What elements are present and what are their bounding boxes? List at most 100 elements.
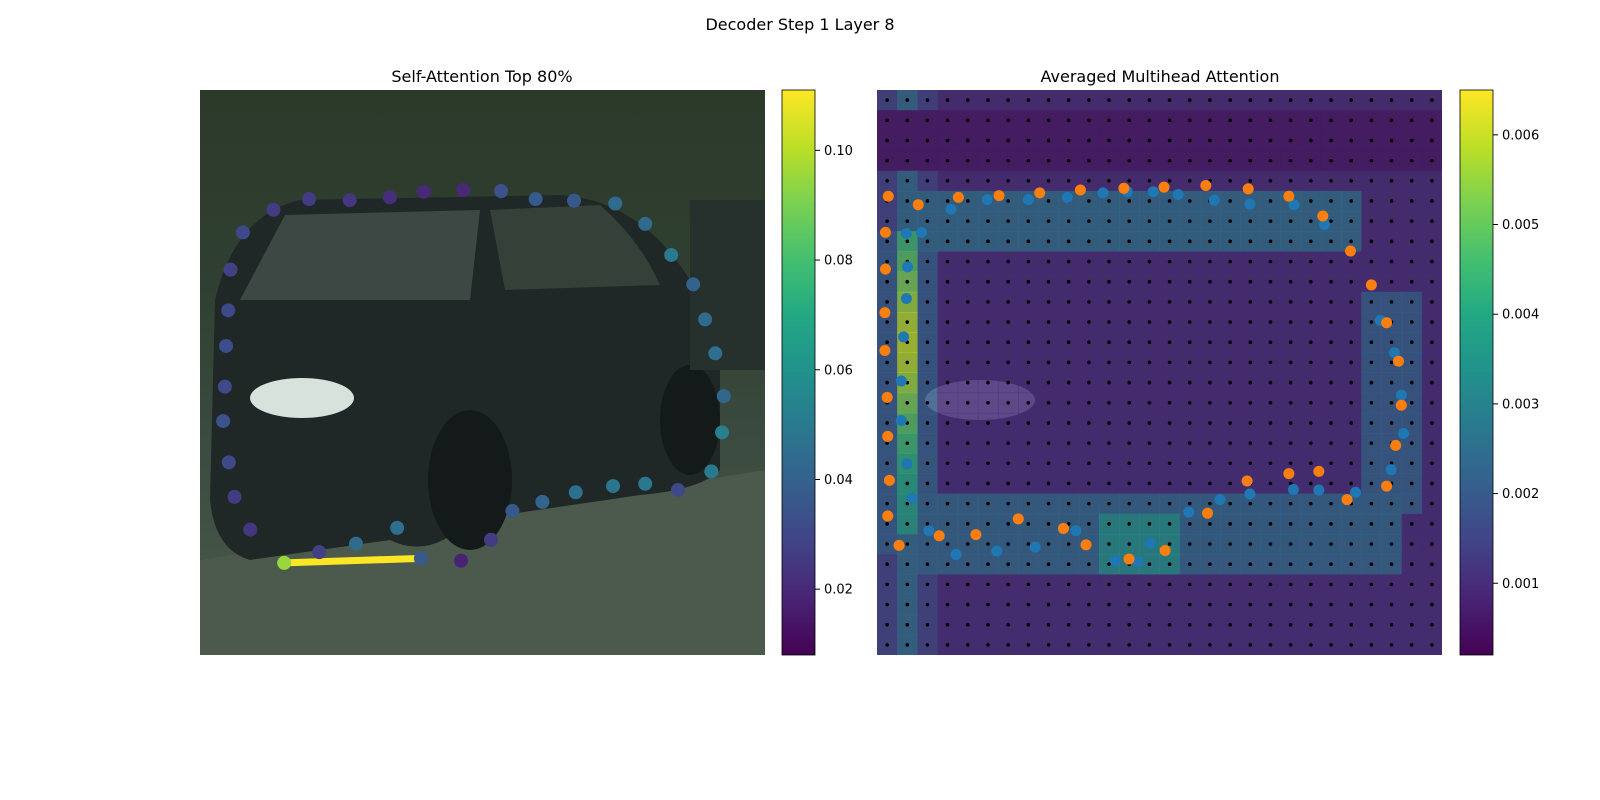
- grid-dot: [966, 179, 970, 183]
- grid-dot: [1349, 259, 1353, 264]
- grid-dot: [1066, 461, 1071, 466]
- grid-dot: [905, 279, 910, 284]
- grid-dot: [945, 98, 950, 102]
- grid-dot: [1208, 380, 1212, 385]
- grid-dot: [1329, 602, 1333, 607]
- sample-point-blue: [1172, 189, 1184, 201]
- grid-dot: [1248, 300, 1253, 304]
- grid-dot: [1430, 400, 1434, 405]
- sample-point-blue: [902, 261, 914, 273]
- grid-dot: [945, 138, 950, 143]
- grid-dot: [1228, 179, 1232, 183]
- grid-dot: [1187, 542, 1192, 546]
- sample-point-orange: [1344, 245, 1356, 257]
- grid-dot: [905, 360, 910, 365]
- grid-dot: [1208, 602, 1212, 607]
- grid-dot: [1066, 562, 1071, 566]
- grid-dot: [1107, 602, 1111, 607]
- colorbar2: [1459, 89, 1494, 656]
- grid-dot: [1066, 138, 1071, 143]
- grid-dot: [1409, 481, 1414, 486]
- grid-dot: [1389, 118, 1394, 123]
- grid-dot: [1107, 481, 1111, 486]
- grid-dot: [1127, 602, 1132, 607]
- grid-dot: [1268, 481, 1273, 486]
- grid-dot: [1026, 481, 1031, 486]
- grid-dot: [1066, 118, 1071, 123]
- grid-dot: [1268, 380, 1273, 385]
- grid-dot: [945, 461, 950, 466]
- sample-point-orange: [1381, 480, 1393, 492]
- grid-dot: [1349, 481, 1353, 486]
- grid-dot: [1409, 643, 1414, 647]
- grid-dot: [1046, 158, 1051, 163]
- grid-dot: [885, 380, 889, 385]
- sample-point-orange: [879, 307, 891, 319]
- sample-point-blue: [1214, 494, 1226, 506]
- grid-dot: [1208, 138, 1212, 143]
- grid-dot: [1066, 602, 1071, 607]
- grid-dot: [1288, 380, 1293, 385]
- grid-dot: [1248, 622, 1253, 627]
- grid-dot: [1167, 158, 1172, 163]
- grid-dot: [1006, 279, 1010, 284]
- grid-dot: [966, 360, 970, 365]
- vertex-point: [483, 532, 498, 547]
- sample-point-orange: [1365, 279, 1377, 291]
- grid-dot: [925, 219, 930, 223]
- sample-point-blue: [1287, 483, 1299, 495]
- vertex-point: [221, 303, 236, 318]
- panel2-plot-area: [877, 90, 1442, 655]
- grid-dot: [1187, 602, 1192, 607]
- grid-dot: [986, 98, 990, 102]
- grid-dot: [1268, 562, 1273, 566]
- grid-dot: [1167, 98, 1172, 102]
- grid-dot: [1329, 320, 1333, 324]
- grid-dot: [1430, 158, 1434, 163]
- grid-dot: [1006, 199, 1010, 203]
- grid-dot: [1288, 582, 1293, 587]
- grid-dot: [1248, 562, 1253, 566]
- grid-dot: [1409, 219, 1414, 223]
- grid-dot: [905, 441, 910, 445]
- grid-dot: [1187, 582, 1192, 587]
- grid-dot: [885, 643, 889, 647]
- panel1-headlight: [250, 378, 354, 418]
- sample-point-orange: [1118, 182, 1130, 194]
- grid-dot: [1107, 320, 1111, 324]
- grid-dot: [1329, 279, 1333, 284]
- grid-dot: [1107, 259, 1111, 264]
- grid-dot: [1349, 199, 1353, 203]
- grid-dot: [1268, 461, 1273, 466]
- grid-dot: [966, 300, 970, 304]
- grid-dot: [1248, 522, 1253, 526]
- grid-dot: [1430, 522, 1434, 526]
- grid-dot: [1430, 118, 1434, 123]
- grid-dot: [1228, 643, 1232, 647]
- grid-dot: [945, 582, 950, 587]
- grid-dot: [986, 481, 990, 486]
- panel1-car-window: [490, 205, 660, 290]
- grid-dot: [945, 118, 950, 123]
- sample-point-blue: [1244, 488, 1256, 500]
- grid-dot: [986, 582, 990, 587]
- grid-dot: [1309, 562, 1313, 566]
- grid-dot: [1167, 643, 1172, 647]
- grid-dot: [1066, 279, 1071, 284]
- grid-dot: [1006, 320, 1010, 324]
- grid-dot: [1147, 602, 1152, 607]
- grid-dot: [966, 158, 970, 163]
- grid-dot: [905, 602, 910, 607]
- grid-dot: [966, 542, 970, 546]
- grid-dot: [1329, 138, 1333, 143]
- grid-dot: [1228, 380, 1232, 385]
- grid-dot: [1268, 138, 1273, 143]
- grid-dot: [1288, 300, 1293, 304]
- grid-dot: [1046, 421, 1051, 425]
- grid-dot: [1389, 259, 1394, 264]
- grid-dot: [1268, 158, 1273, 163]
- sample-point-orange: [970, 529, 982, 541]
- vertex-point: [302, 192, 317, 207]
- colorbar2-tick-label: 0.001: [1502, 577, 1539, 592]
- grid-dot: [1026, 279, 1031, 284]
